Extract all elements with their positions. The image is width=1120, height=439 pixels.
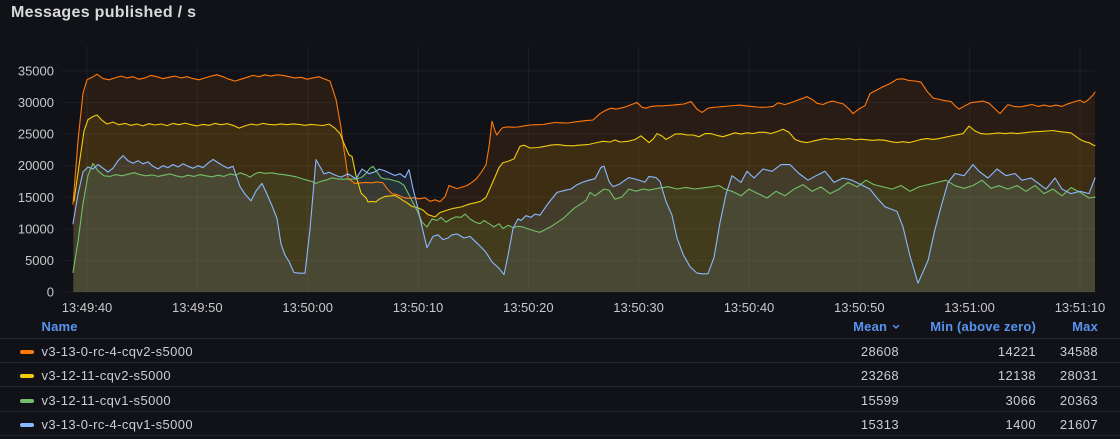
svg-text:10000: 10000 — [18, 221, 54, 236]
svg-text:13:49:40: 13:49:40 — [62, 300, 113, 315]
svg-text:25000: 25000 — [18, 127, 54, 142]
svg-text:13:51:00: 13:51:00 — [944, 300, 995, 315]
svg-text:20000: 20000 — [18, 158, 54, 173]
svg-text:0: 0 — [47, 285, 54, 300]
svg-text:13:50:00: 13:50:00 — [282, 300, 333, 315]
svg-text:5000: 5000 — [25, 253, 54, 268]
svg-text:13:50:10: 13:50:10 — [393, 300, 444, 315]
svg-text:30000: 30000 — [18, 95, 54, 110]
svg-text:13:49:50: 13:49:50 — [172, 300, 223, 315]
svg-text:13:50:50: 13:50:50 — [834, 300, 885, 315]
svg-text:13:50:20: 13:50:20 — [503, 300, 554, 315]
svg-text:35000: 35000 — [18, 64, 54, 79]
svg-text:13:51:10: 13:51:10 — [1055, 300, 1106, 315]
svg-text:15000: 15000 — [18, 190, 54, 205]
svg-text:13:50:30: 13:50:30 — [613, 300, 664, 315]
svg-text:13:50:40: 13:50:40 — [724, 300, 775, 315]
